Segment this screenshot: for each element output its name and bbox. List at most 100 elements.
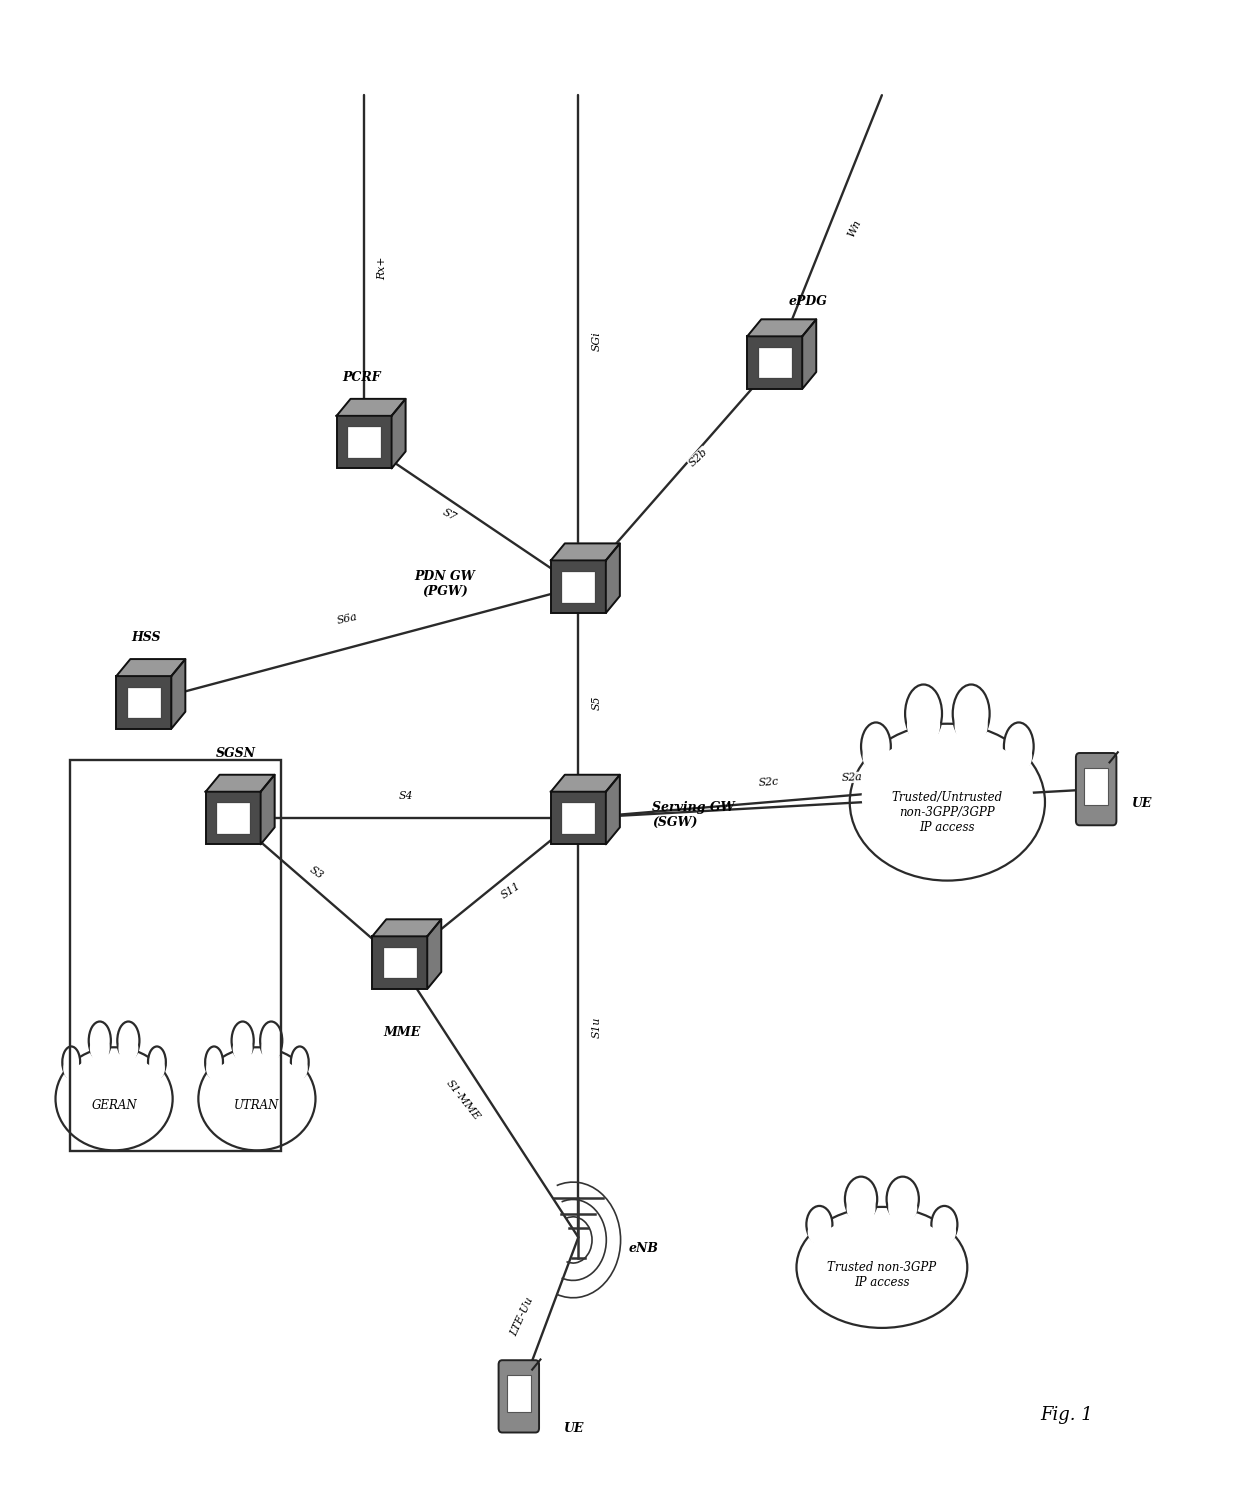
- Text: HSS: HSS: [131, 631, 161, 645]
- Ellipse shape: [89, 1035, 110, 1062]
- Text: Trusted/Untrusted
non-3GPP/3GPP
IP access: Trusted/Untrusted non-3GPP/3GPP IP acces…: [892, 791, 1003, 834]
- Polygon shape: [372, 919, 441, 937]
- Bar: [126, 687, 161, 718]
- Ellipse shape: [847, 1193, 875, 1224]
- Ellipse shape: [863, 739, 889, 773]
- Text: S5: S5: [591, 696, 601, 709]
- Bar: [117, 676, 171, 729]
- Ellipse shape: [807, 1215, 957, 1312]
- Ellipse shape: [233, 1035, 253, 1062]
- Ellipse shape: [1004, 723, 1034, 771]
- Ellipse shape: [232, 1021, 254, 1060]
- Text: UE: UE: [1132, 797, 1152, 810]
- Text: PCRF: PCRF: [342, 370, 381, 384]
- Text: eNB: eNB: [629, 1242, 658, 1256]
- Bar: [748, 336, 802, 389]
- Ellipse shape: [861, 723, 890, 771]
- Polygon shape: [260, 774, 274, 845]
- Text: GERAN: GERAN: [92, 1099, 136, 1111]
- Ellipse shape: [262, 1035, 281, 1062]
- Text: S1u: S1u: [591, 1017, 601, 1038]
- Bar: [206, 792, 260, 845]
- Polygon shape: [171, 660, 185, 729]
- Bar: [336, 416, 392, 468]
- Text: Fig. 1: Fig. 1: [1040, 1407, 1092, 1425]
- Polygon shape: [551, 774, 620, 792]
- Text: S2b: S2b: [687, 446, 709, 468]
- Text: SGi: SGi: [591, 331, 601, 351]
- Polygon shape: [392, 399, 405, 468]
- Text: S4: S4: [398, 791, 413, 801]
- Ellipse shape: [955, 705, 988, 745]
- Text: Wn: Wn: [846, 218, 863, 239]
- Ellipse shape: [931, 1206, 957, 1242]
- Bar: [347, 426, 381, 458]
- Bar: [1084, 768, 1109, 806]
- Ellipse shape: [844, 1176, 877, 1221]
- Polygon shape: [206, 774, 274, 792]
- Ellipse shape: [906, 705, 940, 745]
- Bar: [216, 803, 250, 834]
- Bar: [562, 803, 595, 834]
- Text: Trusted non-3GPP
IP access: Trusted non-3GPP IP access: [827, 1261, 936, 1289]
- Text: SGSN: SGSN: [216, 747, 255, 759]
- Polygon shape: [428, 919, 441, 989]
- Ellipse shape: [952, 685, 990, 742]
- Text: S1-MME: S1-MME: [444, 1078, 482, 1122]
- Ellipse shape: [63, 1057, 79, 1080]
- Bar: [383, 947, 417, 979]
- Bar: [69, 761, 280, 1151]
- Ellipse shape: [905, 685, 942, 742]
- Ellipse shape: [807, 1218, 831, 1245]
- Bar: [562, 571, 595, 602]
- Ellipse shape: [849, 724, 1045, 881]
- Text: ePDG: ePDG: [789, 295, 827, 309]
- Polygon shape: [606, 774, 620, 845]
- FancyBboxPatch shape: [1076, 753, 1116, 825]
- Ellipse shape: [888, 1193, 918, 1224]
- Text: S6a: S6a: [336, 611, 358, 625]
- Ellipse shape: [796, 1206, 967, 1328]
- Text: S2c: S2c: [758, 776, 780, 788]
- Bar: [507, 1375, 531, 1413]
- Ellipse shape: [118, 1035, 139, 1062]
- Ellipse shape: [62, 1047, 81, 1078]
- Text: Serving GW
(SGW): Serving GW (SGW): [652, 801, 734, 830]
- Text: PDN GW
(PGW): PDN GW (PGW): [414, 569, 475, 598]
- Ellipse shape: [932, 1218, 956, 1245]
- Bar: [372, 937, 428, 989]
- Ellipse shape: [1006, 739, 1032, 773]
- Ellipse shape: [887, 1176, 919, 1221]
- Ellipse shape: [148, 1047, 166, 1078]
- Bar: [551, 792, 606, 845]
- Polygon shape: [748, 319, 816, 336]
- Polygon shape: [551, 544, 620, 560]
- Ellipse shape: [205, 1047, 223, 1078]
- Polygon shape: [336, 399, 405, 416]
- Ellipse shape: [206, 1054, 309, 1137]
- Ellipse shape: [56, 1047, 172, 1151]
- Text: LTE-Uu: LTE-Uu: [510, 1295, 536, 1337]
- Ellipse shape: [206, 1057, 222, 1080]
- Text: UE: UE: [564, 1422, 584, 1435]
- Ellipse shape: [260, 1021, 283, 1060]
- Text: S7: S7: [441, 506, 459, 523]
- Ellipse shape: [862, 733, 1033, 860]
- Bar: [758, 346, 792, 378]
- Ellipse shape: [118, 1021, 139, 1060]
- Text: S3: S3: [308, 864, 325, 881]
- Polygon shape: [117, 660, 185, 676]
- Ellipse shape: [806, 1206, 832, 1242]
- Ellipse shape: [291, 1047, 309, 1078]
- Ellipse shape: [198, 1047, 315, 1151]
- Polygon shape: [802, 319, 816, 389]
- Text: Rx+: Rx+: [377, 258, 387, 280]
- Ellipse shape: [63, 1054, 165, 1137]
- Text: S11: S11: [498, 881, 522, 901]
- Bar: [551, 560, 606, 613]
- FancyBboxPatch shape: [498, 1360, 539, 1432]
- Ellipse shape: [291, 1057, 308, 1080]
- Ellipse shape: [89, 1021, 110, 1060]
- Text: UTRAN: UTRAN: [234, 1099, 279, 1111]
- Ellipse shape: [149, 1057, 165, 1080]
